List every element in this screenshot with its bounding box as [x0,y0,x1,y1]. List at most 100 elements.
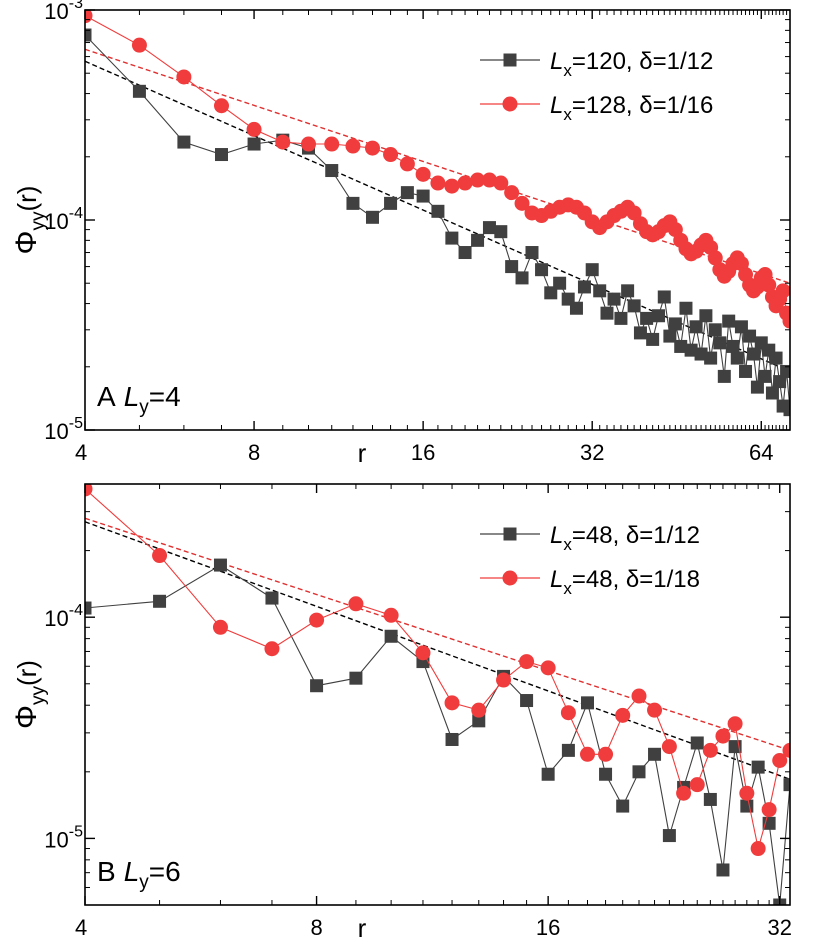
y-axis-label: Φyy(r) [10,660,49,729]
data-point-square [722,314,736,328]
data-point-square [310,679,324,693]
legend-L: L [550,92,563,119]
data-point-square [704,351,718,365]
y-tick-exponent: -3 [69,0,83,12]
data-point-square [580,696,594,710]
fit-line-2 [85,48,790,284]
legend-entry-2: Lx=128, δ=1/16 [480,92,713,124]
data-point-circle [364,140,380,156]
series-1 [85,28,790,417]
x-tick-label: 16 [411,440,435,465]
x-tick-label: 4 [75,915,87,940]
data-point-square [674,339,688,353]
data-point-circle [348,596,364,612]
legend-entry-1: Lx=48, δ=1/12 [480,522,700,554]
data-point-circle [309,612,325,628]
data-point-square [758,369,772,383]
y-tick-label: 10-4 [44,205,83,234]
data-point-square [716,863,730,877]
panel-label: B Ly=6 [97,856,181,893]
data-point-square [717,369,731,383]
data-point-square [616,799,630,813]
data-point-circle [647,702,663,718]
y-tick-base: 10 [44,419,68,444]
y-tick-exponent: -5 [69,415,83,432]
data-point-square [577,280,591,294]
data-point-circle [246,121,262,137]
data-point-square [780,364,790,378]
legend-marker-circle [502,96,518,112]
data-point-circle [471,702,487,718]
data-point-square [599,767,613,781]
data-point-square [214,148,228,162]
legend-entry-1: Lx=120, δ=1/12 [480,48,713,80]
fit-line-1 [85,521,790,780]
data-point-square [458,246,472,260]
legend-marker-square [503,53,517,67]
data-point-square [416,189,430,203]
x-tick-label: 8 [310,915,322,940]
legend-label: Lx=48, δ=1/12 [550,522,700,554]
data-point-square [515,271,529,285]
data-point-circle [772,752,788,768]
data-point-circle [176,69,192,85]
fit-line-2 [85,517,790,752]
y-axis-label-main: Φ [10,231,43,255]
data-point-circle [264,641,280,657]
data-point-square [132,84,146,98]
legend-marker-square [503,527,517,541]
data-point-square [750,380,764,394]
data-point-square [472,714,486,728]
series-2 [85,10,790,329]
data-point-square [679,301,693,315]
data-point-circle [324,136,340,152]
data-point-circle [430,175,446,191]
data-point-square [325,164,339,178]
legend-label: Lx=48, δ=1/18 [550,566,700,598]
data-point-circle [750,841,766,857]
data-point-square [593,284,607,298]
data-point-circle [715,728,731,744]
data-point-square [494,225,508,239]
data-point-square [177,135,191,149]
data-point-square [585,263,599,277]
data-point-square [445,732,459,746]
data-point-circle [514,195,530,211]
legend-sub: x [563,535,572,554]
plot-frame [84,483,791,906]
legend-L: L [550,522,563,549]
legend-rest: =48, δ=1/18 [572,566,700,593]
data-point-square [640,311,654,325]
legend-sub: x [563,61,572,80]
data-point-square [85,28,92,42]
data-point-square [471,233,485,247]
x-tick-label: 64 [749,440,773,465]
data-point-square [632,765,646,779]
data-point-square [346,196,360,210]
y-axis-label-sub: yy [28,211,49,231]
data-point-circle [631,688,647,704]
data-point-circle [689,777,705,793]
legend-label: Lx=128, δ=1/16 [550,92,713,124]
data-point-square [769,351,783,365]
y-tick-exponent: -4 [69,205,83,222]
legend-marker-circle [502,570,518,586]
panel-L-symbol: L [124,381,140,412]
legend-rest: =120, δ=1/12 [572,48,713,75]
data-point-circle [775,283,790,299]
data-point-square [213,558,227,572]
data-point-circle [444,695,460,711]
data-point-square [668,317,682,331]
data-point-square [690,736,704,750]
x-tick-label: 4 [75,440,87,465]
y-tick-base: 10 [44,209,68,234]
data-point-square [525,246,539,260]
data-point-square [747,347,761,361]
data-point-circle [615,707,631,723]
data-point-square [384,196,398,210]
data-point-circle [213,98,229,114]
x-tick-label: 32 [767,915,791,940]
